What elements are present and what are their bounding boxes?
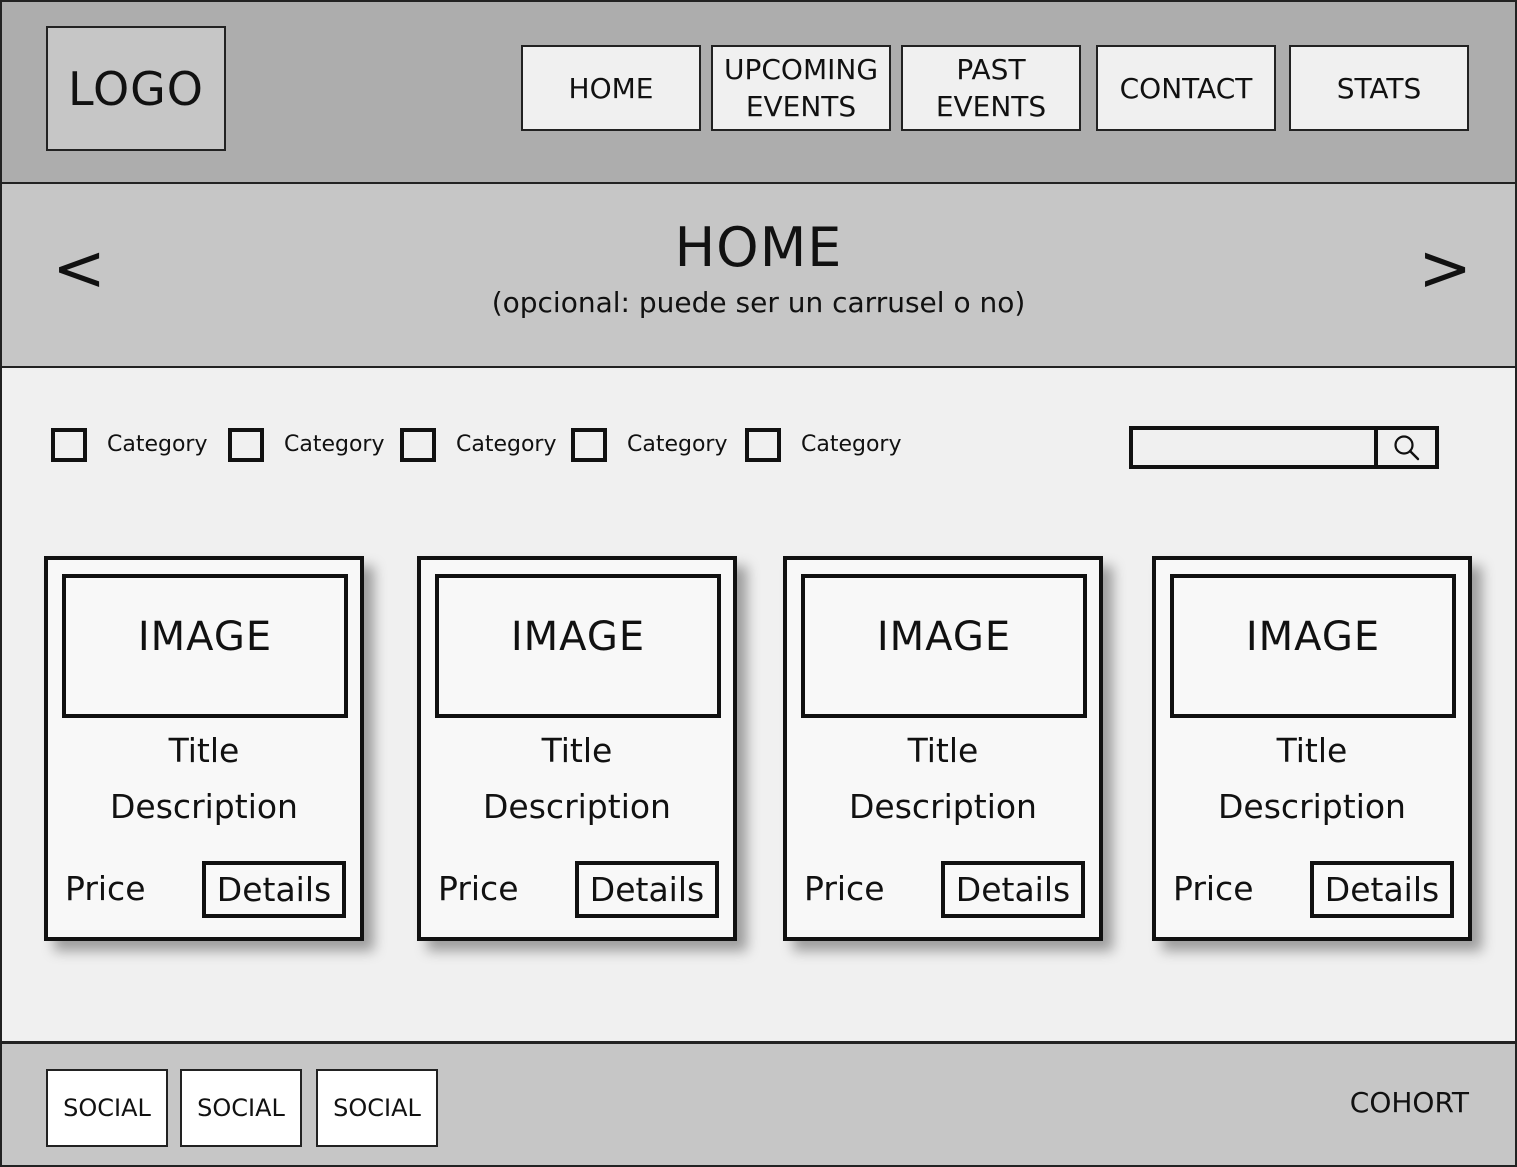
hero-title: HOME <box>674 216 843 279</box>
card-description: Description <box>110 787 298 826</box>
event-card-4: IMAGE Title Description Price Details <box>1152 556 1472 941</box>
search-button[interactable] <box>1374 426 1439 469</box>
card-image: IMAGE <box>435 574 721 718</box>
card-price: Price <box>438 869 519 908</box>
event-card-1: IMAGE Title Description Price Details <box>44 556 364 941</box>
card-price: Price <box>804 869 885 908</box>
card-image: IMAGE <box>1170 574 1456 718</box>
category-checkbox-4[interactable] <box>571 428 607 462</box>
social-link-1[interactable]: SOCIAL <box>46 1069 168 1147</box>
search-icon <box>1393 434 1419 460</box>
hero-banner: < HOME (opcional: puede ser un carrusel … <box>0 184 1517 368</box>
card-description: Description <box>1218 787 1406 826</box>
event-card-3: IMAGE Title Description Price Details <box>783 556 1103 941</box>
card-price: Price <box>1173 869 1254 908</box>
social-link-2[interactable]: SOCIAL <box>180 1069 302 1147</box>
category-label-1: Category <box>107 432 208 457</box>
card-description: Description <box>483 787 671 826</box>
nav-upcoming-events-button[interactable]: UPCOMING EVENTS <box>711 45 891 131</box>
category-checkbox-2[interactable] <box>228 428 264 462</box>
nav-past-events-button[interactable]: PAST EVENTS <box>901 45 1081 131</box>
category-label-4: Category <box>627 432 728 457</box>
card-details-button[interactable]: Details <box>941 861 1085 918</box>
header: LOGO HOME UPCOMING EVENTS PAST EVENTS CO… <box>0 0 1517 184</box>
card-title: Title <box>168 731 240 770</box>
footer: SOCIAL SOCIAL SOCIAL COHORT <box>0 1041 1517 1167</box>
category-checkbox-5[interactable] <box>745 428 781 462</box>
search-bar <box>1129 426 1439 469</box>
category-checkbox-3[interactable] <box>400 428 436 462</box>
card-title: Title <box>541 731 613 770</box>
card-title: Title <box>1276 731 1348 770</box>
category-checkbox-1[interactable] <box>51 428 87 462</box>
card-details-button[interactable]: Details <box>202 861 346 918</box>
card-title: Title <box>907 731 979 770</box>
category-label-2: Category <box>284 432 385 457</box>
nav-home-button[interactable]: HOME <box>521 45 701 131</box>
card-details-button[interactable]: Details <box>575 861 719 918</box>
card-details-button[interactable]: Details <box>1310 861 1454 918</box>
card-description: Description <box>849 787 1037 826</box>
category-label-5: Category <box>801 432 902 457</box>
carousel-prev-button[interactable]: < <box>52 232 106 306</box>
nav-contact-button[interactable]: CONTACT <box>1096 45 1276 131</box>
hero-subtitle: (opcional: puede ser un carrusel o no) <box>491 286 1026 319</box>
social-link-3[interactable]: SOCIAL <box>316 1069 438 1147</box>
cohort-label: COHORT <box>1349 1086 1469 1119</box>
card-image: IMAGE <box>62 574 348 718</box>
carousel-next-button[interactable]: > <box>1418 232 1472 306</box>
search-input[interactable] <box>1129 426 1376 469</box>
card-price: Price <box>65 869 146 908</box>
category-label-3: Category <box>456 432 557 457</box>
nav-stats-button[interactable]: STATS <box>1289 45 1469 131</box>
event-card-2: IMAGE Title Description Price Details <box>417 556 737 941</box>
logo[interactable]: LOGO <box>46 26 226 151</box>
card-image: IMAGE <box>801 574 1087 718</box>
